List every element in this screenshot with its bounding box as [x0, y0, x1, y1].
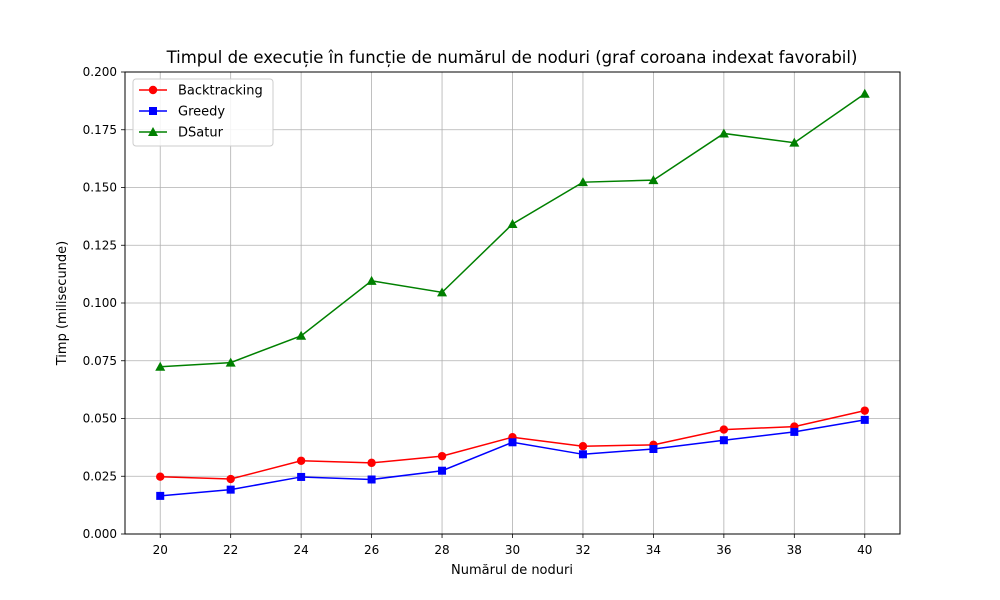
- data-point-dsatur: [366, 275, 377, 285]
- legend-marker-dsatur: [148, 127, 158, 136]
- x-tick-label: 22: [223, 543, 238, 557]
- data-point-greedy: [790, 427, 799, 436]
- x-tick-label: 30: [505, 543, 520, 557]
- data-point-backtracking: [437, 451, 447, 461]
- x-tick-label: 36: [716, 543, 731, 557]
- data-point-greedy: [226, 485, 235, 494]
- data-point-backtracking: [578, 442, 588, 451]
- x-tick-label: 28: [434, 543, 449, 557]
- y-tick-label: 0.075: [83, 354, 117, 368]
- x-axis-label: Numărul de noduri: [451, 563, 573, 578]
- legend-label-greedy: Greedy: [178, 105, 225, 120]
- data-point-backtracking: [156, 472, 165, 481]
- data-point-dsatur: [859, 88, 870, 98]
- data-point-dsatur: [155, 361, 166, 371]
- data-point-dsatur: [296, 330, 307, 340]
- data-point-greedy: [860, 415, 869, 424]
- legend: Backtracking Greedy DSatur: [132, 78, 274, 147]
- data-point-greedy: [578, 450, 587, 459]
- chart-title: Timpul de execuție în funcție de numărul…: [166, 48, 858, 67]
- legend-marker-backtracking: [148, 85, 158, 95]
- y-tick-label: 0.125: [83, 238, 117, 252]
- y-axis: 0.000 0.025 0.050 0.075 0.100 0.125 0.150 0.175…: [83, 65, 125, 541]
- data-point-dsatur: [648, 175, 659, 185]
- data-point-dsatur: [577, 177, 588, 187]
- legend-label-dsatur: DSatur: [178, 126, 224, 141]
- data-point-backtracking: [719, 425, 729, 434]
- x-axis: 20 22 24 26 28 30 32 34 36 38 40: [153, 534, 872, 557]
- series-dsatur: [155, 88, 870, 371]
- series-layer: [155, 88, 870, 500]
- data-point-greedy: [438, 466, 447, 475]
- data-point-backtracking: [226, 474, 235, 484]
- data-point-dsatur: [789, 137, 800, 147]
- legend-marker-greedy: [149, 107, 157, 115]
- data-point-dsatur: [437, 287, 448, 297]
- x-tick-label: 20: [153, 543, 168, 557]
- data-point-dsatur: [225, 357, 236, 367]
- x-tick-label: 24: [293, 543, 308, 557]
- data-point-greedy: [508, 438, 517, 447]
- data-point-greedy: [649, 444, 658, 453]
- data-point-dsatur: [507, 218, 518, 228]
- y-tick-label: 0.050: [83, 412, 117, 426]
- data-point-greedy: [297, 472, 306, 481]
- data-point-backtracking: [860, 406, 869, 415]
- y-tick-label: 0.025: [83, 469, 117, 483]
- y-tick-label: 0.000: [83, 527, 117, 541]
- data-point-greedy: [367, 475, 376, 484]
- x-tick-label: 34: [646, 543, 661, 557]
- x-tick-label: 38: [787, 543, 802, 557]
- x-tick-label: 40: [857, 543, 872, 557]
- data-point-backtracking: [296, 456, 306, 465]
- y-axis-label: Timp (milisecunde): [55, 241, 70, 367]
- y-tick-label: 0.200: [83, 65, 117, 79]
- legend-item-backtracking: Backtracking: [139, 84, 263, 99]
- legend-item-dsatur: DSatur: [139, 126, 224, 141]
- data-point-greedy: [156, 491, 165, 500]
- legend-label-backtracking: Backtracking: [178, 84, 263, 99]
- data-point-greedy: [719, 436, 728, 445]
- y-tick-label: 0.100: [83, 296, 117, 310]
- series-backtracking: [156, 406, 869, 484]
- legend-box: [132, 78, 274, 147]
- series-greedy: [156, 415, 869, 500]
- legend-item-greedy: Greedy: [139, 105, 225, 120]
- data-point-dsatur: [718, 128, 729, 138]
- x-tick-label: 32: [575, 543, 590, 557]
- x-tick-label: 26: [364, 543, 379, 557]
- y-tick-label: 0.150: [83, 181, 117, 195]
- data-point-backtracking: [367, 458, 376, 468]
- y-tick-label: 0.175: [83, 123, 117, 137]
